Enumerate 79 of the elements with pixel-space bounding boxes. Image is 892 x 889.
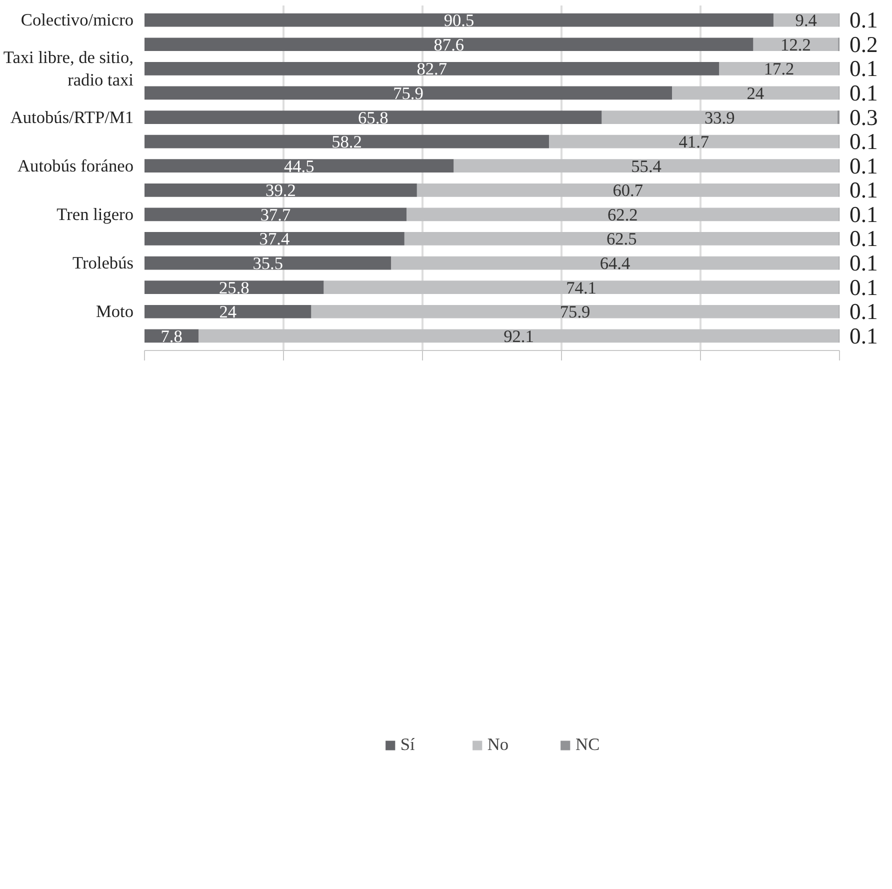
data-label: 44.5 — [284, 156, 314, 176]
y-tick-label: Taxi libre, de sitio, radio taxi — [3, 48, 134, 90]
bar — [144, 280, 324, 294]
data-label: 12.2 — [780, 35, 811, 54]
data-label: 0.1 — [850, 178, 878, 203]
bar — [144, 134, 549, 148]
bar — [144, 62, 720, 76]
data-label: 75.9 — [393, 84, 424, 103]
data-label: 0.1 — [850, 80, 878, 106]
data-label: 0.1 — [850, 202, 878, 227]
y-tick-label: Moto — [96, 302, 134, 322]
bar — [144, 256, 392, 270]
data-label: 0.3 — [850, 104, 878, 130]
bar — [324, 280, 839, 294]
y-tick-label: Autobús/RTP/M1 — [10, 108, 134, 127]
data-label: 24 — [219, 302, 237, 322]
legend-label: Sí — [400, 735, 416, 755]
data-label: 75.9 — [560, 302, 590, 322]
data-label: 87.6 — [434, 35, 464, 54]
data-label: 17.2 — [764, 60, 794, 79]
data-label: 25.8 — [218, 278, 250, 298]
data-label: 0.1 — [850, 56, 878, 82]
bar — [144, 38, 754, 52]
bar — [144, 208, 407, 222]
data-label: 0.1 — [850, 129, 878, 154]
data-label: 0.1 — [850, 323, 878, 348]
data-label: 9.4 — [795, 11, 818, 30]
data-label: 35.5 — [252, 254, 284, 274]
y-tick-label: Tren ligero — [56, 204, 134, 224]
data-label: 58.2 — [332, 132, 362, 152]
data-label: 62.2 — [608, 205, 638, 224]
data-label: 65.8 — [358, 108, 388, 128]
bar — [311, 304, 839, 318]
data-label: 0.1 — [850, 153, 878, 178]
bar — [454, 159, 839, 173]
data-label: 37.4 — [259, 230, 290, 249]
data-label: 55.4 — [631, 156, 662, 176]
bar — [144, 13, 774, 27]
data-label: 0.1 — [850, 250, 878, 276]
bar — [672, 86, 839, 100]
bar — [144, 110, 602, 124]
bar — [406, 208, 839, 222]
bar — [404, 232, 839, 246]
data-label: 62.5 — [606, 230, 637, 249]
legend-label: NC — [576, 735, 600, 755]
data-label: 64.4 — [600, 254, 631, 274]
bar — [773, 13, 839, 27]
legend-label: No — [487, 735, 509, 755]
data-label: 82.7 — [416, 60, 448, 79]
bar — [391, 256, 839, 270]
bar — [753, 38, 838, 52]
data-label: 74.1 — [566, 278, 596, 298]
data-label: 41.7 — [678, 132, 710, 152]
data-label: 60.7 — [612, 181, 644, 200]
bar — [719, 62, 839, 76]
data-label: 0.1 — [850, 299, 878, 324]
bar — [198, 329, 839, 343]
data-label: 0.1 — [850, 8, 878, 33]
data-label: 7.8 — [160, 326, 182, 346]
data-label: 39.2 — [266, 181, 296, 200]
y-tick-label: Trolebús — [72, 254, 134, 273]
data-label: 0.1 — [850, 274, 878, 300]
bar — [144, 232, 404, 246]
data-label: 90.5 — [444, 11, 474, 30]
data-label: 0.1 — [850, 226, 878, 252]
bar — [548, 134, 839, 148]
bar — [602, 110, 838, 124]
data-label: 92.1 — [504, 326, 534, 346]
y-tick-label: Autobús foráneo — [18, 156, 134, 176]
data-label: 33.9 — [704, 108, 735, 128]
data-label: 0.2 — [850, 32, 878, 57]
bar — [144, 183, 417, 197]
data-label: 37.7 — [260, 205, 292, 224]
bar — [144, 304, 312, 318]
y-tick-label: Colectivo/micro — [20, 10, 134, 30]
bar — [416, 183, 839, 197]
bar — [144, 159, 454, 173]
bar — [144, 86, 672, 100]
data-label: 24 — [746, 84, 764, 103]
